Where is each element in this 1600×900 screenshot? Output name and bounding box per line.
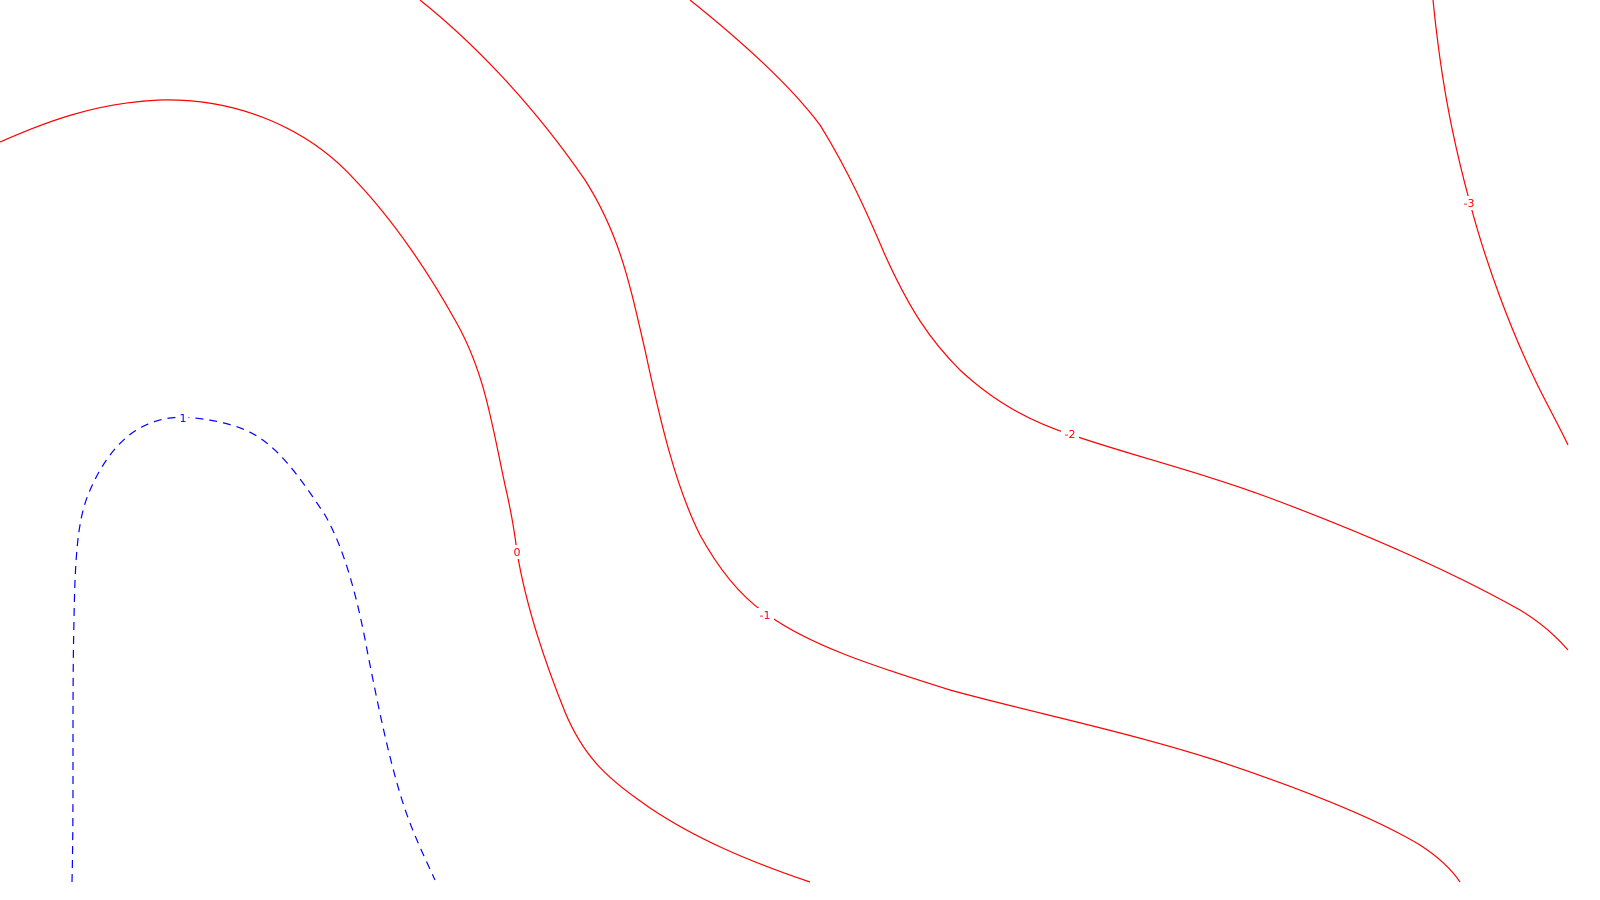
contour-label-neg1: -1 [760, 609, 771, 622]
contour-line-neg3 [1432, 0, 1569, 446]
contour-label-bg-1 [177, 411, 189, 425]
contour-label-neg2: -2 [1065, 428, 1076, 441]
contour-label-neg3: -3 [1464, 197, 1475, 210]
contour-line-0 [0, 99, 811, 883]
contour-label-1: 1 [180, 412, 187, 425]
contour-label-bg-neg3 [1460, 196, 1478, 210]
contour-line-neg2 [689, 0, 1569, 651]
contour-labels: 1 0 -1 -2 -3 [177, 196, 1478, 622]
contour-line-1 [71, 416, 436, 883]
contour-label-bg-neg1 [756, 608, 774, 622]
contour-label-0: 0 [514, 546, 521, 559]
contour-label-bg-neg2 [1061, 427, 1079, 441]
contour-label-bg-0 [511, 545, 523, 559]
